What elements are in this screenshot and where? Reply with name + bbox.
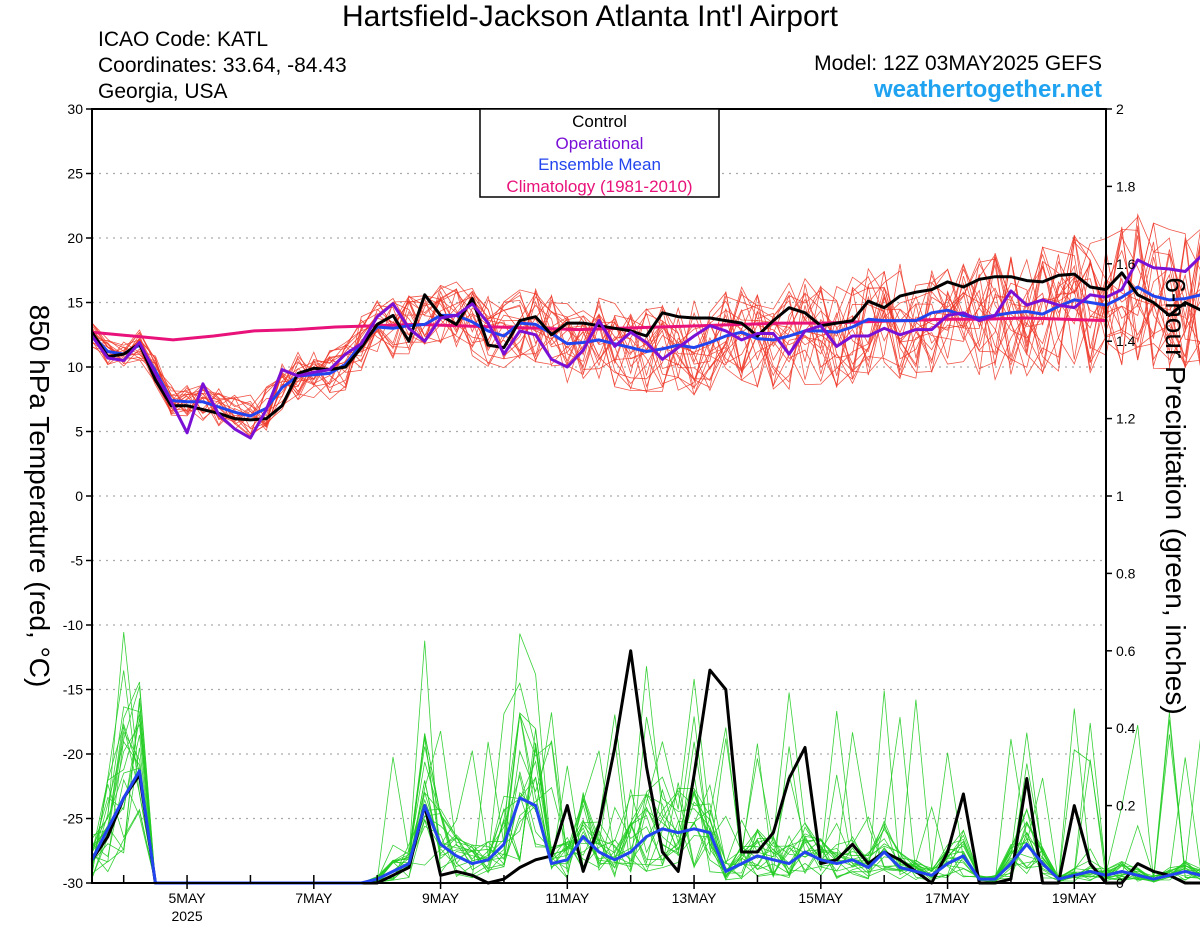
x-tick-label: 17MAY [925, 890, 971, 906]
temperature-member-line [91, 222, 1200, 426]
y-left-tick-label: -30 [63, 875, 83, 891]
coordinates: Coordinates: 33.64, -84.43 [98, 54, 347, 77]
y-axis-left-label: 850 hPa Temperature (red, °C) [24, 305, 55, 688]
y-left-tick-label: -15 [63, 682, 83, 698]
x-tick-label: 5MAY [169, 890, 207, 906]
y-left-tick-label: 25 [67, 166, 83, 182]
y-left-tick-label: 10 [67, 359, 83, 375]
y-left-tick-label: -20 [63, 746, 83, 762]
legend-operational: Operational [556, 134, 644, 153]
y-left-tick-label: 15 [67, 295, 83, 311]
y-left-tick-label: 0 [75, 488, 83, 504]
y-right-tick-label: 1.2 [1116, 411, 1136, 427]
y-right-tick-label: 0 [1116, 875, 1124, 891]
y-right-tick-label: 0.8 [1116, 565, 1136, 581]
temperature-member-line [91, 230, 1200, 423]
legend-climatology: Climatology (1981-2010) [506, 177, 692, 196]
x-tick-label: 15MAY [798, 890, 844, 906]
y-right-tick-label: 0.2 [1116, 798, 1136, 814]
temperature-member-line [91, 226, 1200, 427]
x-tick-label: 7MAY [295, 890, 333, 906]
y-right-tick-label: 1.8 [1116, 178, 1136, 194]
x-tick-label: 19MAY [1052, 890, 1098, 906]
y-right-tick-label: 1.6 [1116, 256, 1136, 272]
region: Georgia, USA [98, 80, 228, 103]
legend-box [479, 108, 720, 198]
y-left-tick-label: -5 [71, 553, 84, 569]
ensemble-members [91, 213, 1200, 884]
temperature-operational-line [90, 255, 1200, 440]
model-run: Model: 12Z 03MAY2025 GEFS [814, 52, 1102, 75]
x-tick-label: 11MAY [545, 890, 589, 906]
x-tick-sublabel: 2025 [171, 908, 202, 924]
y-left-tick-label: -10 [63, 617, 83, 633]
climatology-line [91, 316, 1107, 342]
temperature-member-line [91, 228, 1200, 420]
icao-code: ICAO Code: KATL [98, 28, 269, 51]
chart-title: Hartsfield-Jackson Atlanta Int'l Airport [342, 0, 838, 33]
legend-ensemble-mean: Ensemble Mean [538, 155, 661, 174]
x-tick-label: 13MAY [672, 890, 718, 906]
y-left-tick-label: -25 [63, 811, 83, 827]
axes: -30-25-20-15-10-505101520253000.20.40.60… [63, 101, 1136, 924]
y-left-tick-label: 20 [67, 230, 83, 246]
site-name: weathertogether.net [873, 76, 1102, 103]
legend: Control Operational Ensemble Mean Climat… [479, 108, 720, 198]
temperature-control-line [90, 271, 1200, 422]
y-left-tick-label: 5 [75, 424, 83, 440]
y-right-tick-label: 0.6 [1116, 643, 1136, 659]
precipitation-control-line [90, 649, 1200, 885]
y-right-tick-label: 1 [1116, 488, 1124, 504]
legend-control: Control [572, 112, 627, 131]
grid-lines [92, 172, 1106, 820]
x-tick-label: 9MAY [422, 890, 460, 906]
temperature-ensemble-mean-line [90, 285, 1200, 418]
y-axis-right-label: 6-hour Precipitation (green, inches) [1160, 277, 1191, 714]
y-right-tick-label: 1.4 [1116, 333, 1136, 349]
y-right-tick-label: 0.4 [1116, 720, 1136, 736]
y-left-tick-label: 30 [67, 101, 83, 117]
y-right-tick-label: 2 [1116, 101, 1124, 117]
